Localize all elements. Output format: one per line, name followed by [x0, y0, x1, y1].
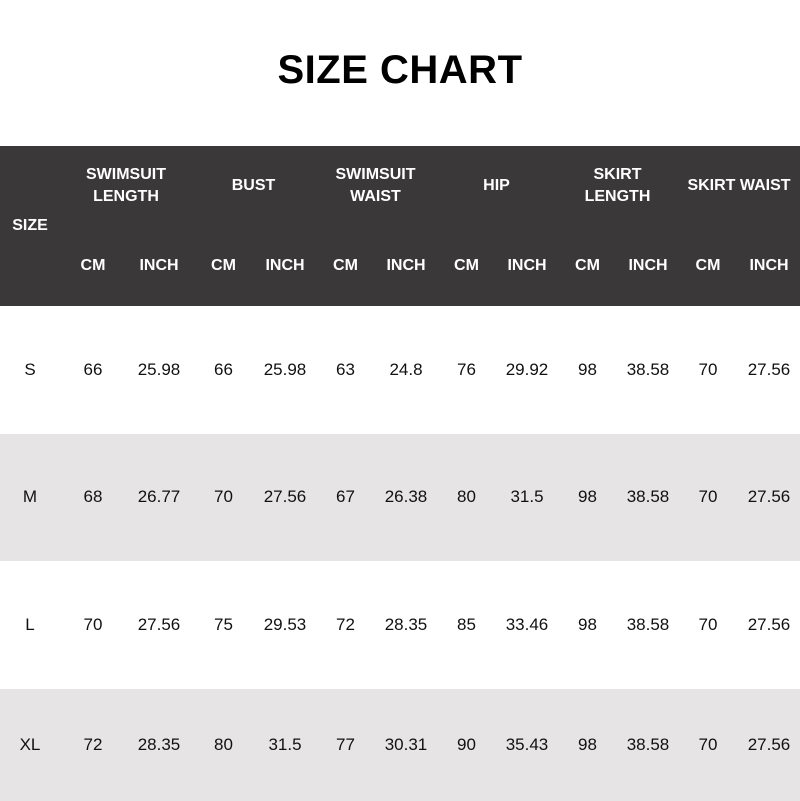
cm-value-cell: 98: [578, 734, 597, 754]
inch-value-cell: 25.98: [263, 359, 307, 379]
inch-value-cell: 27.56: [747, 614, 791, 634]
unit-header-inch: INCH: [139, 257, 179, 274]
group-header: SWIMSUIT WAIST: [335, 166, 416, 205]
inch-value-cell: 26.38: [384, 487, 428, 507]
size-table-body: S 66 25.98 66 25.98 63 24.8 76 29.92 98 38.58 70 27.…: [0, 306, 800, 801]
inch-value-cell: 28.35: [137, 734, 181, 754]
cm-value-cell: 98: [578, 487, 597, 507]
inch-value-cell: 26.77: [137, 487, 181, 507]
cm-value-cell: 80: [457, 487, 476, 507]
cm-value-cell: 70: [214, 487, 233, 507]
table-row: M 68 26.77 70 27.56 67 26.38 80 31.5 98 38.58 70 27.…: [0, 433, 800, 561]
cm-value-cell: 70: [698, 487, 718, 507]
inch-value-cell: 33.46: [505, 614, 549, 634]
inch-value-cell: 28.35: [384, 614, 428, 634]
cm-value-cell: 70: [698, 359, 718, 379]
cm-value-cell: 70: [83, 614, 103, 634]
inch-value-cell: 29.92: [505, 359, 549, 379]
inch-value-cell: 38.58: [626, 734, 670, 754]
cm-value-cell: 66: [83, 359, 103, 379]
table-row: XL 72 28.35 80 31.5 77 30.31 90 35.43 98 38.58 70 27…: [0, 688, 800, 801]
cm-value-cell: 70: [698, 614, 718, 634]
cm-value-cell: 85: [457, 614, 476, 634]
cm-value-cell: 90: [457, 734, 476, 754]
unit-header-cm: CM: [211, 257, 236, 274]
unit-header-inch: INCH: [628, 257, 668, 274]
inch-value-cell: 35.43: [505, 734, 549, 754]
table-header: SIZE SWIMSUIT LENGTH CM INCH BUST CM INCH SWIM…: [0, 146, 800, 306]
cm-value-cell: 66: [214, 359, 233, 379]
group-header: HIP: [483, 177, 510, 194]
size-cell: M: [22, 487, 38, 507]
cm-value-cell: 76: [457, 359, 476, 379]
group-header: BUST: [231, 177, 276, 194]
inch-value-cell: 27.56: [747, 487, 791, 507]
size-cell: L: [25, 614, 35, 634]
cm-value-cell: 70: [698, 734, 718, 754]
inch-value-cell: 24.8: [389, 359, 423, 379]
inch-value-cell: 29.53: [263, 614, 307, 634]
cm-value-cell: 68: [83, 487, 103, 507]
unit-header-cm: CM: [333, 257, 358, 274]
inch-value-cell: 30.31: [384, 734, 428, 754]
unit-header-inch: INCH: [386, 257, 426, 274]
inch-value-cell: 38.58: [626, 487, 670, 507]
table-row: L 70 27.56 75 29.53 72 28.35 85 33.46 98 38.58 70 27…: [0, 561, 800, 689]
inch-value-cell: 27.56: [137, 614, 181, 634]
page-title: SIZE CHART: [277, 48, 523, 92]
size-cell: XL: [19, 734, 41, 754]
table-row: S 66 25.98 66 25.98 63 24.8 76 29.92 98 38.58 70 27.…: [0, 306, 800, 434]
inch-value-cell: 27.56: [747, 734, 791, 754]
size-cell: S: [24, 359, 36, 379]
cm-value-cell: 63: [336, 359, 355, 379]
cm-value-cell: 75: [214, 614, 233, 634]
unit-header-cm: CM: [695, 257, 721, 274]
cm-value-cell: 77: [336, 734, 355, 754]
group-header: SKIRT LENGTH: [584, 166, 651, 205]
cm-value-cell: 72: [336, 614, 355, 634]
inch-value-cell: 31.5: [510, 487, 544, 507]
unit-header-cm: CM: [80, 257, 106, 274]
group-header: SKIRT WAIST: [687, 177, 791, 194]
cm-value-cell: 67: [336, 487, 355, 507]
inch-value-cell: 38.58: [626, 614, 670, 634]
inch-value-cell: 38.58: [626, 359, 670, 379]
inch-value-cell: 27.56: [747, 359, 791, 379]
inch-value-cell: 25.98: [137, 359, 181, 379]
cm-value-cell: 98: [578, 359, 597, 379]
group-header: SWIMSUIT LENGTH: [86, 166, 166, 205]
inch-value-cell: 27.56: [263, 487, 307, 507]
unit-header-cm: CM: [575, 257, 600, 274]
unit-header-cm: CM: [454, 257, 479, 274]
cm-value-cell: 80: [214, 734, 233, 754]
cm-value-cell: 98: [578, 614, 597, 634]
unit-header-inch: INCH: [507, 257, 547, 274]
size-column-header: SIZE: [12, 217, 48, 234]
inch-value-cell: 31.5: [268, 734, 302, 754]
unit-header-inch: INCH: [749, 257, 789, 274]
unit-header-inch: INCH: [265, 257, 305, 274]
cm-value-cell: 72: [83, 734, 103, 754]
